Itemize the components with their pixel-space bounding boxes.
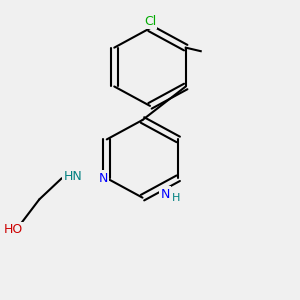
Text: N: N (160, 188, 170, 201)
Text: N: N (98, 172, 108, 185)
Text: Cl: Cl (144, 15, 156, 28)
Text: HN: HN (64, 170, 83, 183)
Text: H: H (172, 193, 180, 202)
Text: HO: HO (3, 223, 23, 236)
